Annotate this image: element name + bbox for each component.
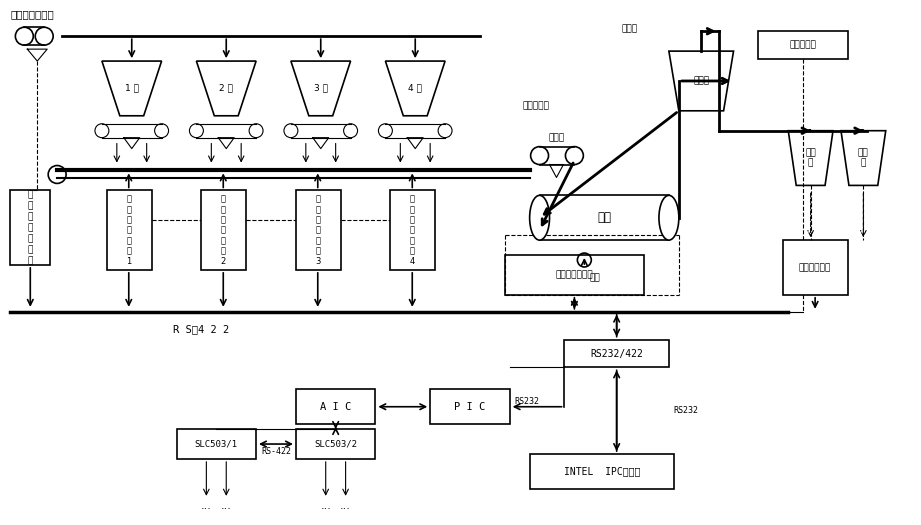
Text: 计量秤: 计量秤 <box>548 133 565 142</box>
Text: RS232: RS232 <box>674 406 699 415</box>
Bar <box>540 195 669 240</box>
Text: ···: ··· <box>340 503 351 513</box>
Bar <box>530 454 674 489</box>
Text: 磨机负荷控制器: 磨机负荷控制器 <box>555 270 593 279</box>
Bar <box>505 255 644 295</box>
Bar <box>296 390 376 424</box>
Bar <box>107 191 152 270</box>
Bar <box>758 31 848 59</box>
Text: 提升机: 提升机 <box>621 25 637 34</box>
Text: SLC503/2: SLC503/2 <box>314 439 357 448</box>
Text: 调
速
秤
控
制
器
1: 调 速 秤 控 制 器 1 <box>126 194 132 266</box>
Bar <box>296 191 341 270</box>
Text: 磨机: 磨机 <box>597 211 612 224</box>
Bar <box>202 191 246 270</box>
Bar <box>10 191 50 265</box>
Text: 选粉机: 选粉机 <box>694 77 709 86</box>
Text: RS232/422: RS232/422 <box>590 349 643 359</box>
Ellipse shape <box>659 195 679 240</box>
Text: 1 号: 1 号 <box>124 83 139 92</box>
Text: 调
速
秤
控
制
器
4: 调 速 秤 控 制 器 4 <box>410 194 414 266</box>
Text: 水泥
库: 水泥 库 <box>858 149 869 168</box>
Text: 2 号: 2 号 <box>219 83 233 92</box>
Bar <box>177 429 256 459</box>
Text: INTEL  IPC上位机: INTEL IPC上位机 <box>564 466 640 476</box>
Bar <box>783 240 848 295</box>
Text: 3 号: 3 号 <box>314 83 328 92</box>
Ellipse shape <box>530 195 550 240</box>
Text: RS-422: RS-422 <box>261 447 291 457</box>
Text: 熟料等入库计量: 熟料等入库计量 <box>10 9 54 19</box>
Bar <box>565 340 669 368</box>
Text: 4 号: 4 号 <box>408 83 422 92</box>
Text: ···: ··· <box>201 503 212 513</box>
Text: 皮带输送机: 皮带输送机 <box>523 101 550 110</box>
Text: ···: ··· <box>321 503 332 513</box>
Text: 功率变送器: 功率变送器 <box>789 40 817 50</box>
Text: P I C: P I C <box>454 402 485 412</box>
Text: 调
速
秤
控
制
器
2: 调 速 秤 控 制 器 2 <box>221 194 226 266</box>
Text: SLC503/1: SLC503/1 <box>195 439 238 448</box>
Text: A I C: A I C <box>320 402 351 412</box>
Bar <box>296 429 376 459</box>
Text: ···: ··· <box>221 503 232 513</box>
Bar <box>430 390 509 424</box>
Text: 调
速
秤
控
制
器
3: 调 速 秤 控 制 器 3 <box>315 194 321 266</box>
Text: R S－4 2 2: R S－4 2 2 <box>173 324 229 334</box>
Text: 长
皮
带
机
称
重
仪: 长 皮 带 机 称 重 仪 <box>28 190 33 266</box>
Text: 水泥
库: 水泥 库 <box>805 149 816 168</box>
Text: RS232: RS232 <box>515 397 540 406</box>
Bar <box>391 191 435 270</box>
Text: 包装机控制器: 包装机控制器 <box>799 263 832 272</box>
Text: 电耳: 电耳 <box>589 274 600 282</box>
